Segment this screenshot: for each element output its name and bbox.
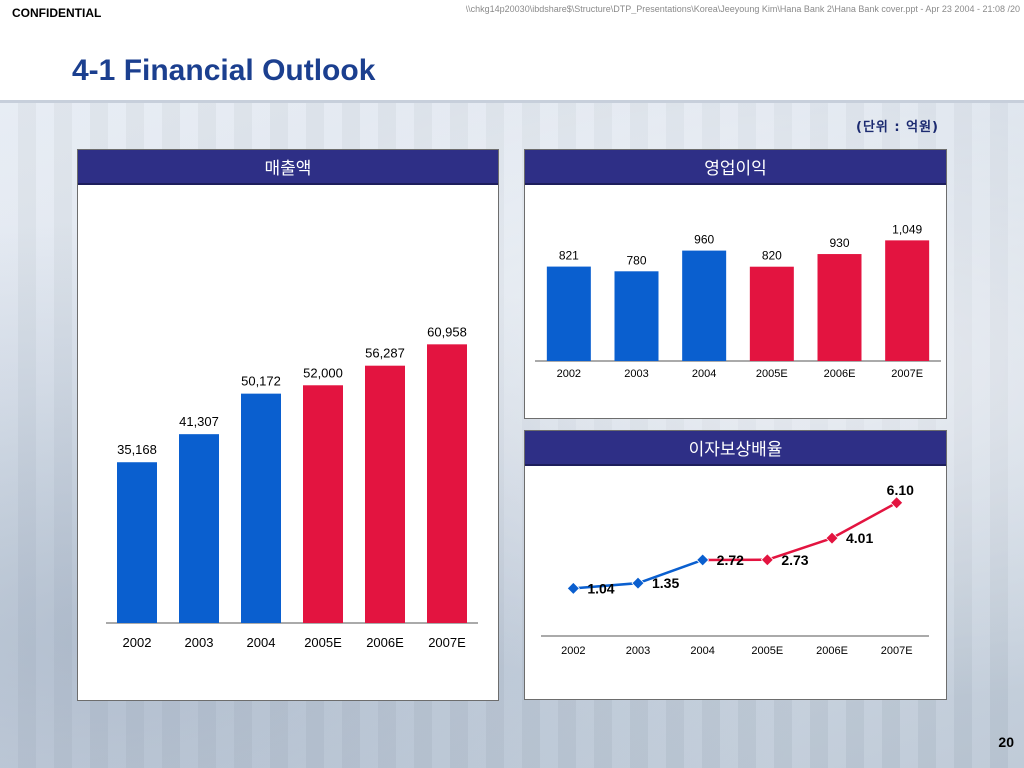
revenue-value-label: 35,168 bbox=[117, 442, 157, 457]
op-income-tick-label: 2005E bbox=[756, 368, 788, 380]
revenue-bar bbox=[365, 365, 405, 623]
coverage-tick-label: 2006E bbox=[816, 645, 848, 657]
coverage-marker bbox=[760, 553, 774, 567]
revenue-panel: 매출액 35,168 2002 41,307 2003 50,172 2004 52,000… bbox=[77, 149, 499, 701]
coverage-line-segment bbox=[831, 501, 898, 540]
coverage-tick-label: 2004 bbox=[690, 645, 714, 657]
revenue-tick-label: 2005E bbox=[304, 635, 342, 650]
coverage-marker bbox=[566, 581, 580, 595]
revenue-panel-title: 매출액 bbox=[78, 150, 498, 185]
confidential-label: CONFIDENTIAL bbox=[12, 6, 102, 20]
title-divider bbox=[0, 100, 1024, 103]
revenue-bar bbox=[427, 344, 467, 623]
op-income-value-label: 960 bbox=[694, 233, 714, 247]
coverage-marker bbox=[696, 553, 710, 567]
coverage-value-label: 2.73 bbox=[781, 552, 808, 568]
revenue-value-label: 50,172 bbox=[241, 374, 281, 389]
op-income-tick-label: 2007E bbox=[891, 368, 923, 380]
op-income-value-label: 820 bbox=[762, 249, 782, 263]
coverage-line-segment bbox=[573, 581, 639, 590]
slide-header: CONFIDENTIAL \\chkg14p20030\ibdshare$\St… bbox=[0, 0, 1024, 100]
op-income-tick-label: 2006E bbox=[824, 368, 856, 380]
coverage-value-label: 6.10 bbox=[887, 482, 914, 498]
revenue-bar bbox=[117, 462, 157, 623]
coverage-tick-label: 2002 bbox=[561, 645, 585, 657]
revenue-bar bbox=[179, 434, 219, 623]
operating-income-panel-title: 영업이익 bbox=[525, 150, 946, 185]
revenue-value-label: 60,958 bbox=[427, 324, 467, 339]
file-path: \\chkg14p20030\ibdshare$\Structure\DTP_P… bbox=[465, 4, 1020, 14]
op-income-bar bbox=[817, 254, 862, 361]
revenue-tick-label: 2004 bbox=[247, 635, 276, 650]
coverage-marker bbox=[825, 531, 839, 545]
coverage-marker bbox=[631, 576, 645, 590]
revenue-bar bbox=[303, 385, 343, 623]
op-income-value-label: 1,049 bbox=[892, 222, 922, 236]
coverage-tick-label: 2005E bbox=[751, 645, 783, 657]
op-income-bar bbox=[885, 240, 930, 361]
page-title: 4-1 Financial Outlook bbox=[72, 54, 376, 87]
coverage-tick-label: 2003 bbox=[626, 645, 650, 657]
op-income-bar bbox=[682, 250, 727, 361]
op-income-value-label: 821 bbox=[559, 249, 579, 263]
coverage-line-segment bbox=[766, 536, 833, 561]
op-income-bar bbox=[546, 266, 591, 361]
page-number: 20 bbox=[998, 734, 1014, 750]
interest-coverage-panel-title: 이자보상배율 bbox=[525, 431, 946, 466]
op-income-value-label: 930 bbox=[829, 236, 849, 250]
revenue-value-label: 41,307 bbox=[179, 414, 219, 429]
operating-income-panel: 영업이익 821 2002 780 2003 960 2004 820 2005E 930 200… bbox=[524, 149, 947, 419]
unit-note: (단위 : 억원) bbox=[856, 120, 939, 135]
revenue-tick-label: 2003 bbox=[185, 635, 214, 650]
revenue-tick-label: 2007E bbox=[428, 635, 466, 650]
coverage-value-label: 1.35 bbox=[652, 575, 679, 591]
op-income-value-label: 780 bbox=[626, 253, 646, 267]
op-income-tick-label: 2004 bbox=[692, 368, 716, 380]
coverage-marker bbox=[890, 496, 904, 510]
coverage-value-label: 1.04 bbox=[587, 580, 614, 596]
revenue-bar bbox=[241, 393, 281, 623]
op-income-tick-label: 2002 bbox=[557, 368, 581, 380]
op-income-bar bbox=[614, 271, 659, 361]
coverage-value-label: 2.72 bbox=[717, 552, 744, 568]
interest-coverage-chart: 1.04 2002 1.35 2003 2.72 2004 2.73 2005E 4.01 200… bbox=[541, 482, 929, 657]
revenue-tick-label: 2006E bbox=[366, 635, 404, 650]
coverage-value-label: 4.01 bbox=[846, 530, 873, 546]
interest-coverage-panel: 이자보상배율 1.04 2002 1.35 2003 2.72 2004 2.73 2005E… bbox=[524, 430, 947, 700]
coverage-tick-label: 2007E bbox=[881, 645, 913, 657]
revenue-value-label: 52,000 bbox=[303, 365, 343, 380]
op-income-tick-label: 2003 bbox=[624, 368, 648, 380]
operating-income-chart: 821 2002 780 2003 960 2004 820 2005E 930 2006E 1,0… bbox=[535, 222, 941, 380]
revenue-value-label: 56,287 bbox=[365, 346, 405, 361]
revenue-tick-label: 2002 bbox=[123, 635, 152, 650]
coverage-line-segment bbox=[637, 558, 704, 585]
op-income-bar bbox=[749, 266, 794, 361]
revenue-chart: 35,168 2002 41,307 2003 50,172 2004 52,000 2005… bbox=[106, 324, 478, 650]
